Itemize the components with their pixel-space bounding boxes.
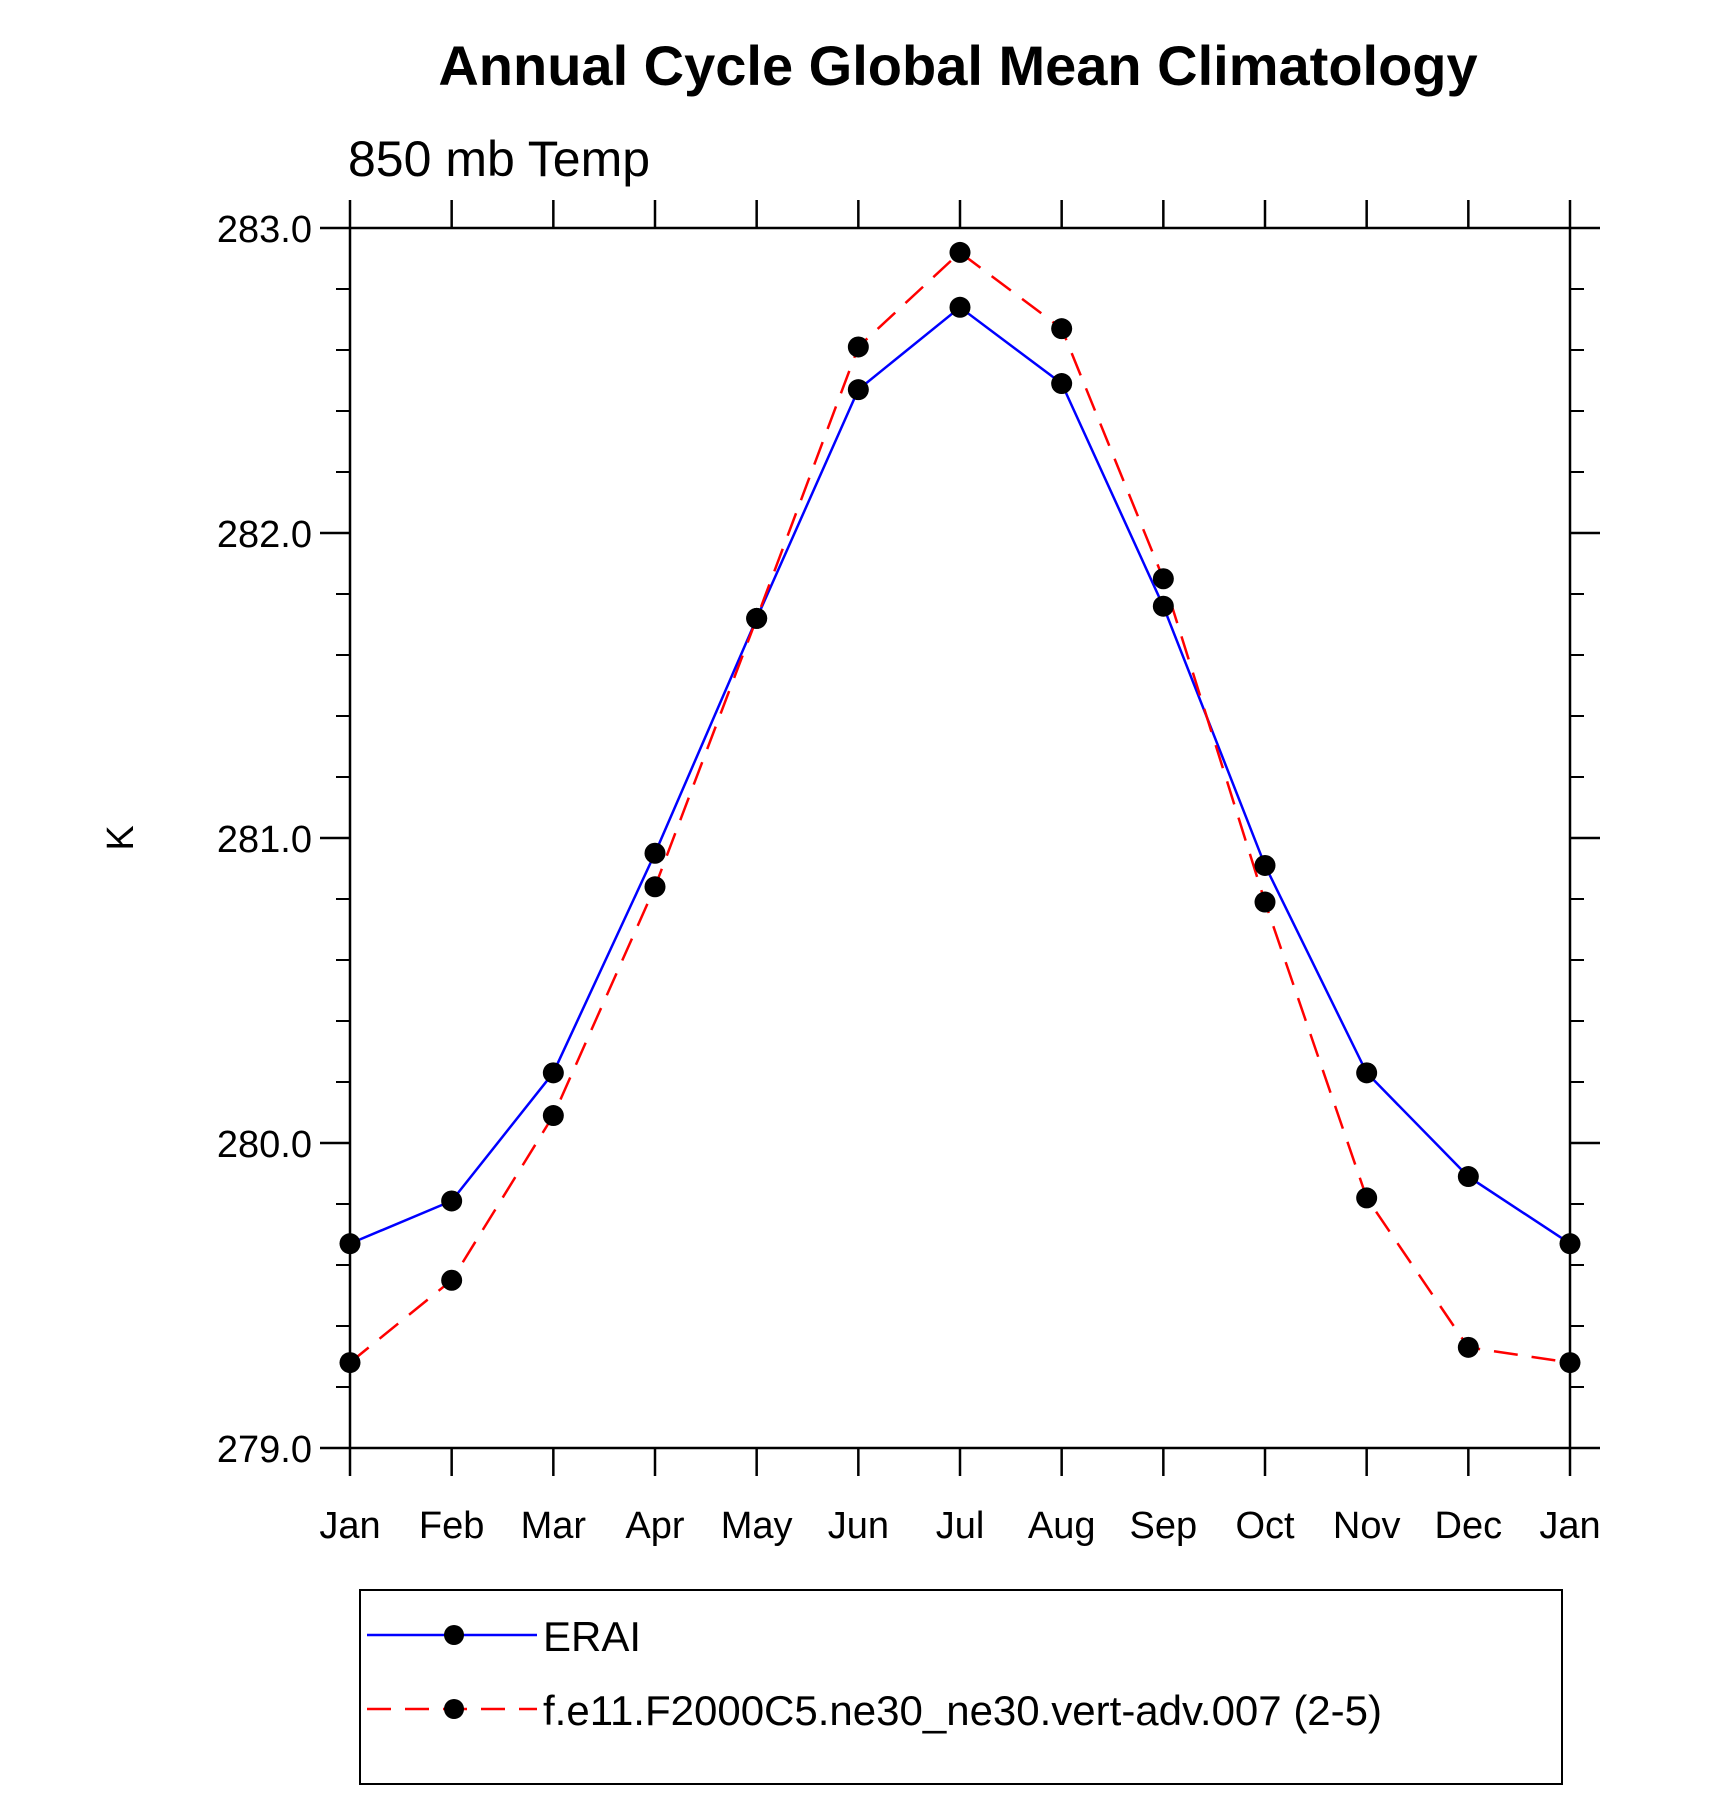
plot-frame bbox=[348, 226, 1572, 1450]
series-line-0 bbox=[349, 305, 1571, 1245]
x-tick-label: Dec bbox=[1435, 1505, 1503, 1547]
series-line-1 bbox=[349, 250, 1571, 1364]
y-tick-label: 282.0 bbox=[217, 514, 312, 556]
legend-box bbox=[359, 1589, 1563, 1785]
x-tick-label: Jan bbox=[1539, 1505, 1600, 1547]
data-point bbox=[847, 379, 869, 401]
data-point bbox=[1152, 595, 1174, 617]
data-point bbox=[1051, 318, 1073, 340]
x-tick-label: Mar bbox=[521, 1505, 587, 1547]
x-tick-label: Feb bbox=[419, 1505, 484, 1547]
data-point bbox=[542, 1062, 564, 1084]
x-tick-label: Jan bbox=[319, 1505, 380, 1547]
y-tick-label: 280.0 bbox=[217, 1124, 312, 1166]
data-point bbox=[1356, 1187, 1378, 1209]
data-point bbox=[847, 336, 869, 358]
data-point bbox=[542, 1105, 564, 1127]
x-tick-label: Sep bbox=[1130, 1505, 1198, 1547]
axis-ticks bbox=[320, 200, 1600, 1476]
data-point bbox=[441, 1190, 463, 1212]
y-tick-label: 283.0 bbox=[217, 209, 312, 251]
data-point bbox=[746, 607, 768, 629]
x-tick-label: Aug bbox=[1028, 1505, 1096, 1547]
chart-subtitle: 850 mb Temp bbox=[348, 131, 650, 187]
legend-marker-model bbox=[444, 1699, 464, 1719]
data-point bbox=[949, 241, 971, 263]
chart-title: Annual Cycle Global Mean Climatology bbox=[438, 34, 1477, 97]
data-point bbox=[644, 842, 666, 864]
legend: ERAI f.e11.F2000C5.ne30_ne30.vert-adv.00… bbox=[359, 1589, 1563, 1785]
data-point bbox=[1457, 1336, 1479, 1358]
data-point bbox=[441, 1269, 463, 1291]
y-tick-label: 279.0 bbox=[217, 1429, 312, 1471]
y-tick-label: 281.0 bbox=[217, 819, 312, 861]
series-points bbox=[339, 241, 1581, 1374]
legend-marker-erai bbox=[444, 1625, 464, 1645]
x-tick-label: Oct bbox=[1235, 1505, 1295, 1547]
legend-label-model: f.e11.F2000C5.ne30_ne30.vert-adv.007 (2-… bbox=[543, 1687, 1382, 1734]
data-point bbox=[1051, 373, 1073, 395]
data-point bbox=[644, 876, 666, 898]
data-point bbox=[1356, 1062, 1378, 1084]
data-point bbox=[949, 296, 971, 318]
x-tick-label: Jun bbox=[828, 1505, 889, 1547]
data-point bbox=[1152, 568, 1174, 590]
x-tick-label: Jul bbox=[936, 1505, 985, 1547]
axis-tick-labels: Jan Feb Mar Apr May Jun Jul Aug Sep Oct Nov Dec Jan2… bbox=[217, 209, 1601, 1547]
x-tick-label: May bbox=[721, 1505, 793, 1547]
x-tick-label: Apr bbox=[625, 1505, 684, 1547]
data-point bbox=[1457, 1166, 1479, 1188]
data-point bbox=[1254, 854, 1276, 876]
legend-label-erai: ERAI bbox=[543, 1613, 641, 1660]
data-point bbox=[1254, 891, 1276, 913]
x-tick-label: Nov bbox=[1333, 1505, 1401, 1547]
y-axis-label: K bbox=[100, 825, 142, 850]
series-lines bbox=[349, 250, 1571, 1364]
